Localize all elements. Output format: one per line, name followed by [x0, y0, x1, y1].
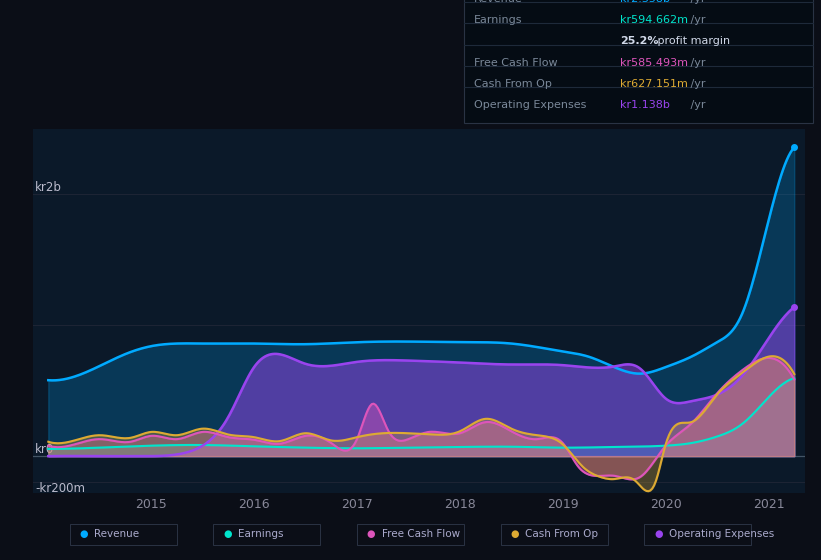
Text: Revenue: Revenue [474, 0, 522, 4]
Text: Earnings: Earnings [474, 15, 522, 25]
Text: Operating Expenses: Operating Expenses [669, 529, 774, 539]
Text: /yr: /yr [687, 79, 706, 89]
Text: ●: ● [367, 529, 375, 539]
Text: /yr: /yr [687, 100, 706, 110]
Text: /yr: /yr [687, 0, 706, 4]
Text: /yr: /yr [687, 58, 706, 68]
Text: ●: ● [223, 529, 232, 539]
Text: kr594.662m: kr594.662m [620, 15, 688, 25]
Text: kr2.358b: kr2.358b [620, 0, 670, 4]
Text: profit margin: profit margin [654, 36, 731, 46]
Text: Free Cash Flow: Free Cash Flow [382, 529, 460, 539]
Text: Cash From Op: Cash From Op [525, 529, 599, 539]
Text: ●: ● [80, 529, 88, 539]
Text: Revenue: Revenue [94, 529, 140, 539]
Text: Operating Expenses: Operating Expenses [474, 100, 586, 110]
Text: kr0: kr0 [35, 443, 54, 456]
Text: kr2b: kr2b [35, 181, 62, 194]
Text: ●: ● [511, 529, 519, 539]
Text: ●: ● [654, 529, 663, 539]
Text: Free Cash Flow: Free Cash Flow [474, 58, 557, 68]
Text: Cash From Op: Cash From Op [474, 79, 552, 89]
Text: Earnings: Earnings [238, 529, 283, 539]
Text: 25.2%: 25.2% [620, 36, 658, 46]
Text: kr1.138b: kr1.138b [620, 100, 670, 110]
Text: -kr200m: -kr200m [35, 482, 85, 496]
Text: kr627.151m: kr627.151m [620, 79, 688, 89]
Text: kr585.493m: kr585.493m [620, 58, 688, 68]
Text: /yr: /yr [687, 15, 706, 25]
